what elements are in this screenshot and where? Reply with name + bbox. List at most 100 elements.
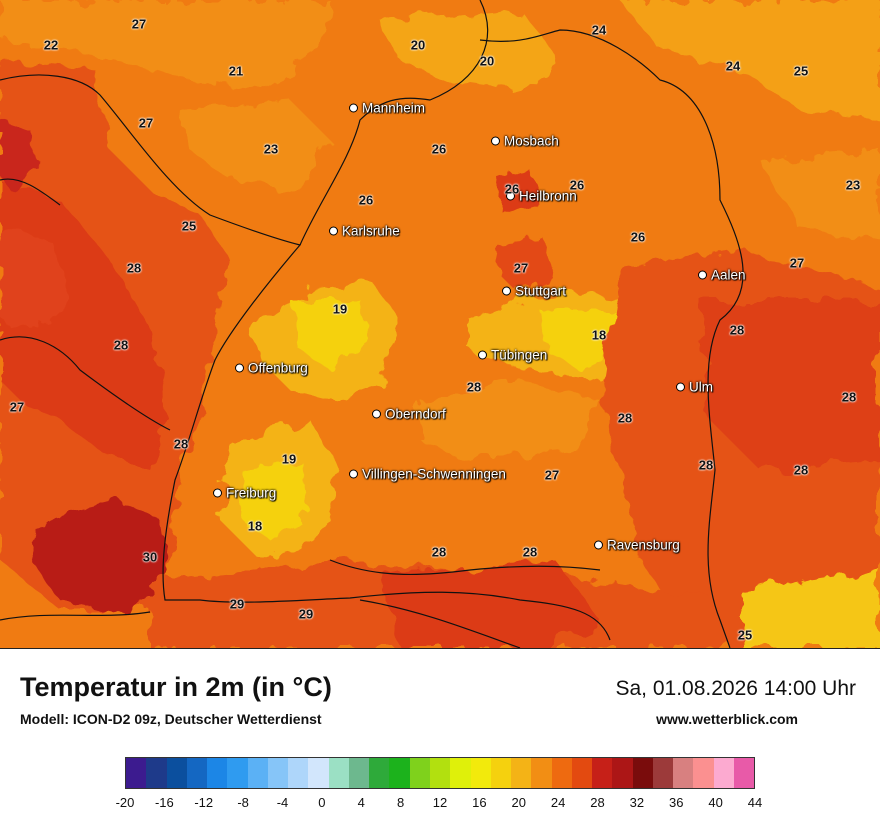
- city-dot-icon: [235, 363, 244, 373]
- temperature-value: 27: [789, 255, 805, 271]
- legend-color-segment: [571, 758, 593, 788]
- temperature-value: 25: [793, 63, 809, 79]
- city-label: Mosbach: [504, 133, 559, 149]
- city-marker-mannheim[interactable]: Mannheim: [349, 101, 425, 116]
- city-label: Heilbronn: [519, 188, 577, 204]
- legend-ticks: -20 -16 -12 -8 -4 0 4 8 12 16 20 24 28 32 36 40 44: [116, 795, 763, 815]
- city-marker-offenburg[interactable]: Offenburg: [235, 361, 308, 376]
- temperature-value: 30: [142, 549, 158, 565]
- legend-tick-label: 40: [708, 795, 723, 810]
- city-label: Ravensburg: [607, 537, 680, 553]
- legend-color-segment: [490, 758, 512, 788]
- temperature-value: 28: [173, 436, 189, 452]
- city-marker-villingen-schwenningen[interactable]: Villingen-Schwenningen: [349, 467, 506, 482]
- city-marker-freiburg[interactable]: Freiburg: [213, 486, 276, 501]
- legend-color-segment: [369, 758, 390, 788]
- temperature-value: 23: [263, 141, 279, 157]
- city-dot-icon: [594, 540, 603, 550]
- city-marker-stuttgart[interactable]: Stuttgart: [502, 284, 566, 299]
- city-marker-oberndorf[interactable]: Oberndorf: [372, 407, 446, 422]
- city-dot-icon: [698, 270, 707, 280]
- legend-color-segment: [592, 758, 613, 788]
- city-dot-icon: [349, 469, 358, 479]
- temperature-value: 19: [281, 451, 297, 467]
- city-marker-karlsruhe[interactable]: Karlsruhe: [329, 224, 400, 239]
- city-dot-icon: [478, 350, 487, 360]
- temperature-value: 29: [229, 596, 245, 612]
- city-dot-icon: [502, 286, 511, 296]
- city-dot-icon: [213, 488, 222, 498]
- legend-color-segment: [511, 758, 532, 788]
- legend-color-segment: [632, 758, 653, 788]
- temperature-value: 26: [431, 141, 447, 157]
- temperature-value: 26: [569, 177, 585, 193]
- city-label: Mannheim: [362, 100, 426, 116]
- legend-tick-label: 16: [472, 795, 487, 810]
- legend-tick-label: 32: [629, 795, 645, 810]
- legend-color-segment: [126, 758, 147, 788]
- temperature-value: 27: [513, 260, 529, 276]
- temperature-value: 28: [729, 322, 745, 338]
- legend-color-segment: [166, 758, 187, 788]
- legend-color-segment: [247, 758, 268, 788]
- legend-color-segment: [470, 758, 491, 788]
- city-label: Freiburg: [226, 485, 277, 501]
- city-marker-heilbronn[interactable]: Heilbronn: [506, 189, 577, 204]
- temperature-value: 21: [228, 63, 244, 79]
- temperature-map[interactable]: Mannheim Mosbach Heilbronn Karlsruhe Stu…: [0, 0, 880, 649]
- city-label: Oberndorf: [385, 406, 446, 422]
- temperature-value: 29: [298, 606, 314, 622]
- temperature-value: 18: [591, 327, 607, 343]
- temperature-value: 28: [841, 389, 857, 405]
- city-label: Tübingen: [491, 347, 548, 363]
- legend-color-segment: [227, 758, 248, 788]
- legend-color-segment: [328, 758, 349, 788]
- legend-color-segment: [733, 758, 755, 788]
- temperature-value: 27: [131, 16, 147, 32]
- legend-color-segment: [267, 758, 289, 788]
- city-marker-tuebingen[interactable]: Tübingen: [478, 348, 547, 363]
- legend-color-segment: [308, 758, 329, 788]
- city-dot-icon: [349, 103, 358, 113]
- city-marker-ulm[interactable]: Ulm: [676, 380, 713, 395]
- legend-tick-label: -20: [115, 795, 135, 810]
- legend-color-segment: [348, 758, 370, 788]
- legend-color-segment: [207, 758, 228, 788]
- legend-tick-label: 28: [590, 795, 605, 810]
- temperature-value: 28: [431, 544, 447, 560]
- city-dot-icon: [372, 409, 381, 419]
- legend-color-segment: [288, 758, 309, 788]
- temperature-value: 26: [504, 181, 520, 197]
- legend-tick-label: 8: [397, 795, 405, 810]
- city-dot-icon: [676, 382, 685, 392]
- legend-tick-label: 0: [318, 795, 326, 810]
- legend-tick-label: -8: [237, 795, 249, 810]
- map-title: Temperatur in 2m (in °C): [20, 672, 332, 702]
- city-marker-aalen[interactable]: Aalen: [698, 268, 746, 283]
- website-link[interactable]: www.wetterblick.com: [656, 711, 798, 727]
- temperature-value: 20: [410, 37, 426, 53]
- temperature-value: 20: [479, 53, 495, 69]
- legend-tick-label: 4: [357, 795, 365, 810]
- city-label: Karlsruhe: [342, 223, 400, 239]
- temperature-value: 28: [522, 544, 538, 560]
- legend-tick-label: -4: [276, 795, 289, 810]
- city-label: Offenburg: [248, 360, 308, 376]
- legend-color-segment: [612, 758, 633, 788]
- legend-tick-label: -16: [154, 795, 174, 810]
- temperature-value: 28: [698, 457, 714, 473]
- city-marker-ravensburg[interactable]: Ravensburg: [594, 538, 680, 553]
- temperature-value: 19: [332, 301, 348, 317]
- city-label: Villingen-Schwenningen: [362, 466, 506, 482]
- legend-color-segment: [450, 758, 471, 788]
- temperature-value: 22: [43, 37, 59, 53]
- city-marker-mosbach[interactable]: Mosbach: [491, 134, 559, 149]
- city-dot-icon: [329, 226, 338, 236]
- legend-color-segment: [693, 758, 714, 788]
- legend-color-segment: [146, 758, 167, 788]
- temperature-value: 28: [466, 379, 482, 395]
- temperature-value: 26: [630, 229, 646, 245]
- temperature-value: 24: [725, 58, 741, 74]
- temperature-value: 25: [181, 218, 197, 234]
- temperature-value: 24: [591, 22, 607, 38]
